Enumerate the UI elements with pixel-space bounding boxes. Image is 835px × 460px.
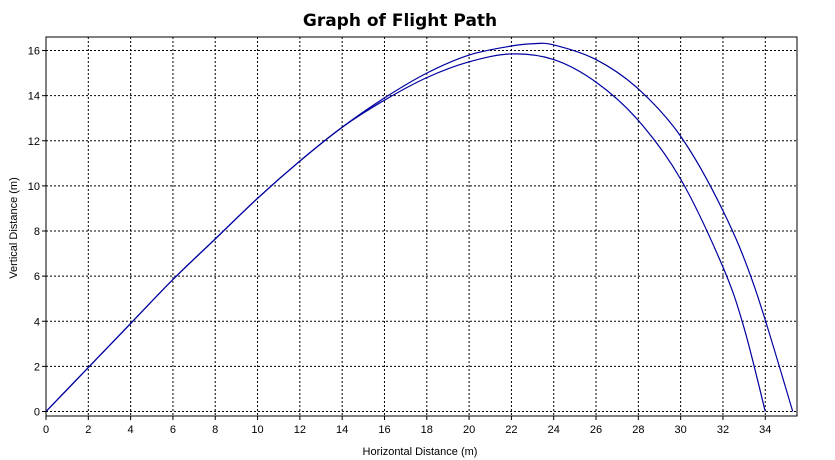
y-tick-label: 12 (28, 136, 40, 148)
x-tick-label: 18 (421, 424, 433, 436)
x-tick-label: 12 (294, 424, 306, 436)
x-tick-label: 32 (717, 424, 729, 436)
x-tick-label: 14 (336, 424, 348, 436)
y-tick-label: 16 (28, 46, 40, 58)
x-tick-label: 0 (43, 424, 49, 436)
x-tick-label: 20 (463, 424, 475, 436)
plot-frame (45, 36, 798, 417)
x-tick-label: 10 (251, 424, 263, 436)
y-tick-label: 6 (34, 271, 40, 283)
x-tick-label: 34 (759, 424, 771, 436)
x-tick-label: 28 (632, 424, 644, 436)
y-tick-label: 0 (34, 406, 40, 418)
x-tick-label: 26 (590, 424, 602, 436)
x-tick-label: 30 (675, 424, 687, 436)
x-tick-label: 2 (85, 424, 91, 436)
y-tick-label: 10 (28, 181, 40, 193)
y-tick-label: 4 (34, 316, 40, 328)
y-tick-label: 8 (34, 226, 40, 238)
x-tick-label: 8 (212, 424, 218, 436)
y-tick-label: 2 (34, 361, 40, 373)
x-tick-label: 6 (170, 424, 176, 436)
x-tick-label: 22 (505, 424, 517, 436)
y-axis-label: Vertical Distance (m) (8, 177, 20, 278)
x-tick-label: 4 (128, 424, 134, 436)
x-tick-label: 24 (548, 424, 560, 436)
flight-path-series-2 (45, 53, 766, 412)
series-layer (45, 42, 794, 412)
tick-layer: 0 2 4 6 8 10 12 14 16 18 20 22 24 26 28 30 32 34024681012… (28, 46, 772, 436)
chart-title: Graph of Flight Path (303, 11, 497, 31)
x-axis-label: Horizontal Distance (m) (363, 446, 478, 458)
grid-layer (45, 37, 797, 416)
y-tick-label: 14 (28, 91, 40, 103)
x-tick-label: 16 (378, 424, 390, 436)
